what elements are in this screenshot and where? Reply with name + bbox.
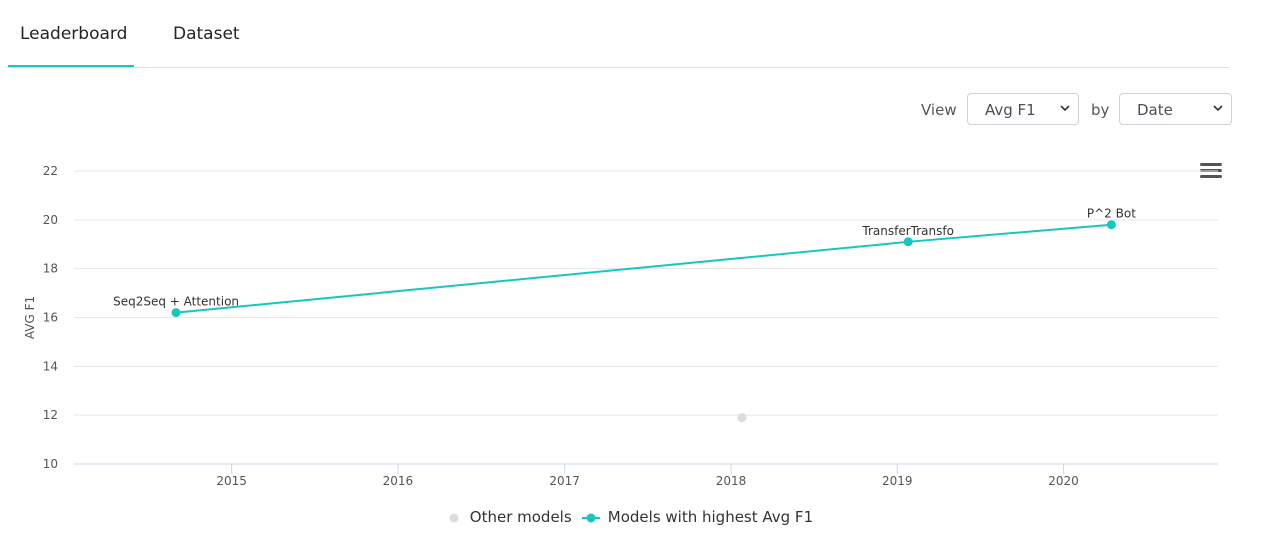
point-highest [171,308,181,318]
x-tick-label: 2017 [549,474,580,488]
tab-leaderboard[interactable]: Leaderboard [20,24,128,44]
legend-item-highest[interactable]: Models with highest Avg F1 [582,508,813,526]
y-tick-label: 18 [43,262,58,276]
point-other-model [737,413,747,423]
view-controls: View Avg F1 by Date [0,93,1271,127]
y-tick-label: 14 [43,359,58,373]
legend-label-other: Other models [469,508,572,526]
tab-bar: Leaderboard Dataset [8,0,1229,68]
y-axis-title: AVG F1 [23,296,37,339]
point-highest [1106,220,1116,230]
legend-marker-highest [582,513,600,522]
view-select-value: Avg F1 [985,101,1036,119]
data-labels: Seq2Seq + Attention TransferTransfo P^2 Bo… [113,207,1136,309]
point-data-label: P^2 Bot [1087,207,1136,221]
x-tick-label: 2018 [716,474,747,488]
active-tab-indicator [8,65,134,67]
axes: 10 12 14 16 18 20 22 2015 2016 2017 2018 2019 2020 AV… [23,164,1218,488]
y-tick-label: 22 [43,164,58,178]
by-select[interactable]: Date [1119,93,1232,125]
legend-item-other-models[interactable]: Other models [449,508,572,526]
point-data-label: Seq2Seq + Attention [113,295,239,309]
x-tick-label: 2020 [1048,474,1079,488]
view-select[interactable]: Avg F1 [967,93,1079,125]
point-highest [903,237,913,247]
by-select-value: Date [1137,101,1173,119]
y-tick-label: 20 [43,213,58,227]
legend-marker-other [449,513,459,522]
chevron-down-icon [1060,105,1070,112]
view-label: View [921,101,957,119]
leaderboard-chart: 10 12 14 16 18 20 22 2015 2016 2017 2018 2019 2020 AV… [23,164,1218,488]
gridlines [74,170,1218,416]
tab-dataset[interactable]: Dataset [173,24,240,44]
series [171,220,1116,423]
y-tick-label: 12 [43,408,58,422]
point-data-label: TransferTransfo [861,224,954,238]
y-tick-label: 10 [43,457,58,471]
legend-label-highest: Models with highest Avg F1 [607,508,814,526]
chart-legend: Other models Models with highest Avg F1 [0,508,1271,528]
x-tick-label: 2019 [882,474,913,488]
chevron-down-icon [1213,105,1223,112]
x-tick-label: 2015 [216,474,247,488]
x-tick-label: 2016 [383,474,414,488]
y-tick-label: 16 [43,311,58,325]
by-label: by [1091,101,1110,119]
